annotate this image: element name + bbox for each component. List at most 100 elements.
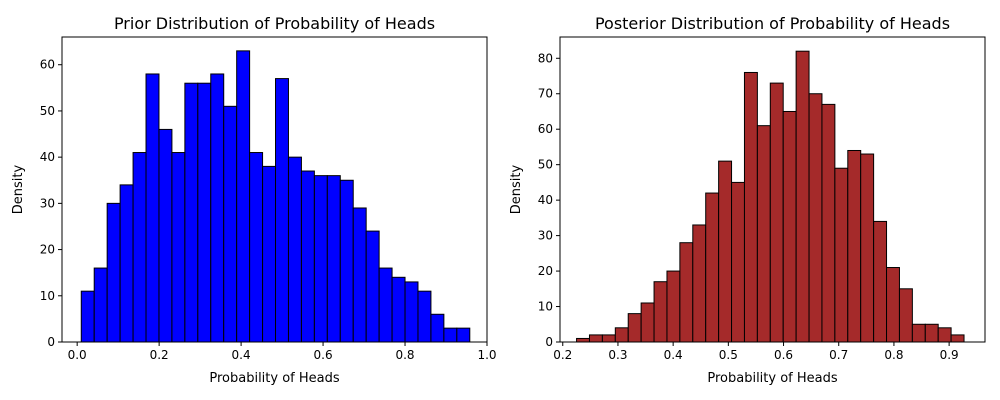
prior-x-ticks: 0.0 0.2 0.4 0.6 0.8 1.0 xyxy=(68,342,497,362)
prior-y-axis-label: Density xyxy=(11,164,26,214)
posterior-y-tick-label: 30 xyxy=(538,229,553,243)
prior-y-tick-label: 50 xyxy=(40,104,55,118)
posterior-histogram-bar xyxy=(821,103,836,343)
prior-histogram-bar xyxy=(417,290,432,343)
posterior-histogram-bar xyxy=(614,327,629,343)
posterior-histogram-bar xyxy=(847,149,862,343)
prior-chart-title: Prior Distribution of Probability of Hea… xyxy=(114,14,435,33)
prior-histogram-bar xyxy=(339,179,354,343)
posterior-bars xyxy=(576,50,965,343)
posterior-histogram-bar xyxy=(911,323,926,343)
prior-axes-frame xyxy=(61,36,488,343)
posterior-y-tick-label: 70 xyxy=(538,87,553,101)
prior-y-tick-label: 10 xyxy=(40,289,55,303)
prior-x-axis-label: Probability of Heads xyxy=(209,371,340,386)
posterior-x-tick-label: 0.7 xyxy=(829,348,848,362)
posterior-x-tick-label: 0.6 xyxy=(774,348,793,362)
prior-histogram-bar xyxy=(404,281,419,343)
posterior-histogram-bar xyxy=(873,220,888,343)
prior-x-tick-label: 0.0 xyxy=(68,348,87,362)
prior-histogram-bar xyxy=(275,78,289,343)
posterior-histogram-bar xyxy=(860,153,875,343)
posterior-histogram-bar xyxy=(769,82,784,343)
posterior-axes-frame xyxy=(559,36,986,343)
posterior-histogram-bar xyxy=(886,267,900,343)
posterior-histogram-bar xyxy=(718,160,733,343)
prior-histogram-bar xyxy=(158,128,173,343)
posterior-x-tick-label: 0.5 xyxy=(719,348,738,362)
prior-histogram-bar xyxy=(300,170,315,343)
posterior-histogram-bar xyxy=(950,334,965,343)
posterior-y-tick-label: 0 xyxy=(545,335,553,349)
prior-histogram-bar xyxy=(223,105,238,343)
prior-y-tick-label: 20 xyxy=(40,243,55,257)
posterior-histogram-bar xyxy=(666,270,681,343)
posterior-histogram-bar xyxy=(937,327,952,343)
posterior-x-ticks: 0.2 0.3 0.4 0.5 0.6 0.7 0.8 0.9 xyxy=(553,342,959,362)
prior-histogram-bar xyxy=(287,156,302,343)
prior-bars xyxy=(80,50,471,343)
posterior-histogram-bar xyxy=(756,125,771,343)
posterior-y-tick-label: 80 xyxy=(538,51,553,65)
prior-histogram-bar xyxy=(184,82,199,343)
prior-histogram-bar xyxy=(326,175,341,343)
posterior-histogram-bar xyxy=(601,334,616,343)
posterior-histogram-bar xyxy=(731,181,745,343)
prior-histogram-bar xyxy=(456,327,471,343)
prior-histogram-bar xyxy=(197,82,212,343)
posterior-y-tick-label: 10 xyxy=(538,300,553,314)
prior-x-tick-label: 1.0 xyxy=(477,348,496,362)
posterior-histogram-bar xyxy=(588,334,603,343)
posterior-histogram-bar xyxy=(782,110,797,343)
prior-histogram-bar xyxy=(391,276,406,343)
posterior-x-tick-label: 0.2 xyxy=(553,348,572,362)
posterior-x-tick-label: 0.8 xyxy=(884,348,903,362)
posterior-histogram-bar xyxy=(679,242,694,343)
prior-x-tick-label: 0.2 xyxy=(150,348,169,362)
prior-histogram-bar xyxy=(262,165,277,343)
posterior-y-tick-label: 60 xyxy=(538,122,553,136)
prior-histogram-bar xyxy=(249,152,264,343)
posterior-y-axis-label: Density xyxy=(509,164,524,214)
posterior-x-tick-label: 0.3 xyxy=(608,348,627,362)
posterior-histogram-bar xyxy=(653,281,668,343)
posterior-y-tick-label: 40 xyxy=(538,193,553,207)
prior-histogram-bar xyxy=(132,152,147,343)
prior-x-tick-label: 0.4 xyxy=(232,348,251,362)
posterior-histogram-bar xyxy=(795,50,810,343)
posterior-x-tick-label: 0.4 xyxy=(664,348,683,362)
posterior-histogram-bar xyxy=(640,302,655,343)
posterior-histogram-bar xyxy=(692,224,707,343)
posterior-y-tick-label: 20 xyxy=(538,264,553,278)
posterior-histogram-bar xyxy=(834,167,849,343)
prior-histogram-bar xyxy=(171,152,186,343)
prior-histogram-bar xyxy=(93,267,108,343)
prior-histogram-bar xyxy=(430,313,445,343)
prior-histogram-bar xyxy=(236,50,251,343)
prior-histogram-bar xyxy=(352,207,367,343)
prior-histogram-bar xyxy=(210,73,225,343)
prior-y-tick-label: 40 xyxy=(40,150,55,164)
prior-y-tick-label: 60 xyxy=(40,58,55,72)
posterior-x-tick-label: 0.9 xyxy=(940,348,959,362)
posterior-histogram-bar xyxy=(898,288,913,343)
prior-histogram-bar xyxy=(119,184,134,343)
prior-x-tick-label: 0.6 xyxy=(314,348,333,362)
posterior-histogram-bar xyxy=(576,337,590,343)
posterior-x-axis-label: Probability of Heads xyxy=(707,371,838,386)
posterior-histogram-bar xyxy=(924,323,939,343)
prior-y-ticks: 0 10 20 30 40 50 60 xyxy=(40,58,62,349)
posterior-chart-title: Posterior Distribution of Probability of… xyxy=(595,14,950,33)
prior-x-tick-label: 0.8 xyxy=(395,348,414,362)
posterior-y-ticks: 0 10 20 30 40 50 60 70 80 xyxy=(538,51,560,349)
posterior-histogram-bar xyxy=(808,93,823,343)
posterior-histogram-bar xyxy=(627,313,642,343)
prior-histogram-bar xyxy=(106,202,121,343)
prior-chart: 0.0 0.2 0.4 0.6 0.8 1.0 0 10 20 30 40 50 60 Prior D… xyxy=(11,14,497,386)
posterior-histogram-bar xyxy=(743,71,758,343)
prior-histogram-bar xyxy=(365,230,380,343)
prior-histogram-bar xyxy=(145,73,160,343)
posterior-y-tick-label: 50 xyxy=(538,158,553,172)
prior-y-tick-label: 30 xyxy=(40,196,55,210)
prior-histogram-bar xyxy=(443,327,458,343)
